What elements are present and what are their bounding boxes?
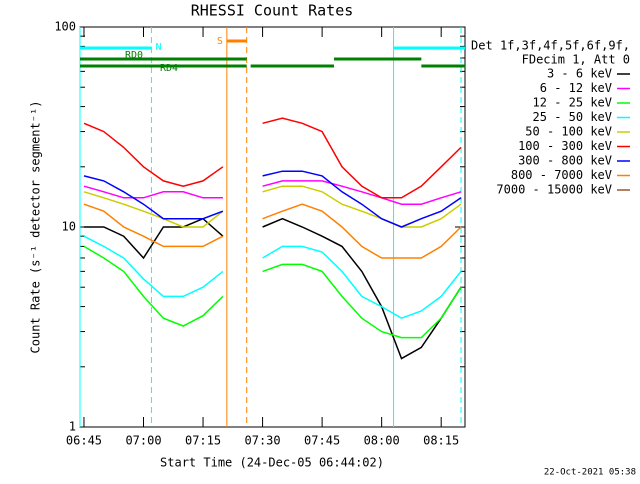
series-line [83, 245, 462, 339]
series-line [83, 180, 462, 205]
legend-label: 7000 - 15000 keV [496, 183, 612, 197]
chart-title: RHESSI Count Rates [191, 2, 354, 20]
x-tick-label: 06:45 [66, 434, 102, 448]
x-tick-label: 08:15 [423, 434, 459, 448]
series-line [84, 217, 462, 360]
flag-label: N [155, 42, 161, 53]
series-line [83, 235, 462, 320]
y-tick-label: 10 [62, 220, 76, 234]
series-line [83, 117, 462, 199]
legend-label: 300 - 800 keV [518, 154, 612, 168]
legend-label: 25 - 50 keV [533, 110, 612, 124]
flag-label: RD0 [125, 50, 143, 61]
y-tick-label: 1 [69, 420, 76, 434]
flag-label: RD4 [160, 63, 178, 74]
legend-label: 100 - 300 keV [518, 139, 612, 153]
x-tick-label: 07:45 [304, 434, 340, 448]
footer: 22-Oct-2021 05:38 [544, 468, 636, 478]
series-line [83, 203, 462, 259]
flag-label: S [217, 36, 223, 47]
legend-label: 800 - 7000 keV [511, 168, 612, 182]
legend-label: 12 - 25 keV [533, 96, 612, 110]
legend-label: 50 - 100 keV [525, 125, 612, 139]
y-tick-label: 100 [54, 20, 76, 34]
series-line [83, 185, 462, 228]
series-line [83, 170, 462, 228]
legend-header: FDecim 1, Att 0 [522, 53, 630, 67]
x-tick-label: 07:30 [245, 434, 281, 448]
x-tick-label: 08:00 [364, 434, 400, 448]
legend-header: Det 1f,3f,4f,5f,6f,9f, [471, 39, 630, 53]
x-tick-label: 07:15 [185, 434, 221, 448]
x-tick-label: 07:00 [125, 434, 161, 448]
legend-label: 6 - 12 keV [540, 81, 612, 95]
y-axis-label: Count Rate (s⁻¹ detector segment⁻¹) [29, 101, 43, 354]
legend-label: 3 - 6 keV [547, 67, 612, 81]
x-axis-label: Start Time (24-Dec-05 06:44:02) [160, 456, 384, 470]
